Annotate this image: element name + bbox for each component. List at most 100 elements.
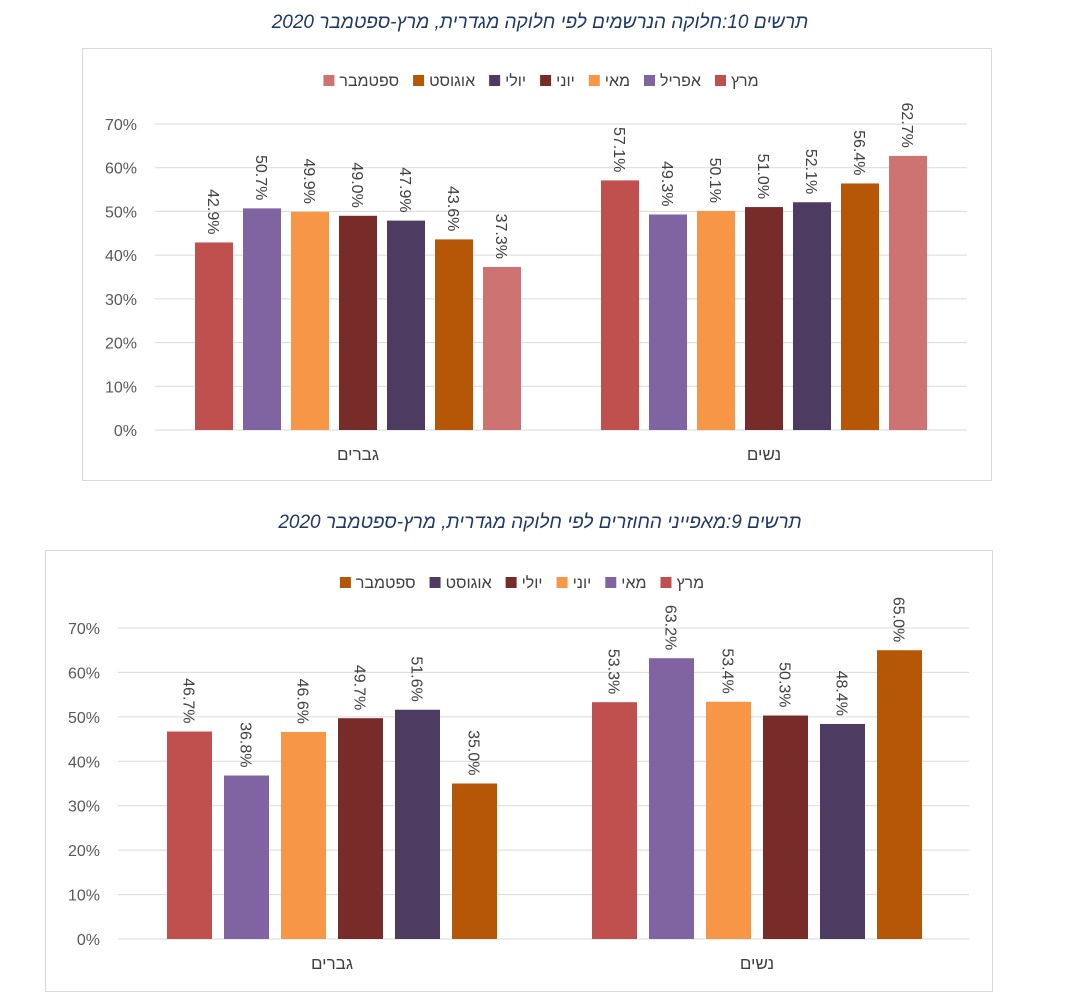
- y-tick-label: 30%: [105, 292, 137, 309]
- legend-item: מאי: [605, 575, 646, 592]
- bar: [387, 220, 425, 430]
- bar: [745, 207, 783, 430]
- legend-item: יולי: [489, 72, 526, 90]
- bar: [243, 208, 281, 430]
- category-label: גברים: [337, 445, 379, 464]
- legend-item: ספטמבר: [339, 575, 416, 592]
- legend-label: ספטמבר: [339, 73, 399, 90]
- legend-item: אוגוסט: [429, 575, 492, 592]
- legend: מרץ מאי יוני יולי אוגוסט ספטמבר: [339, 574, 704, 592]
- data-label: 47.9%: [396, 167, 413, 212]
- legend-item: ספטמבר: [323, 73, 399, 90]
- data-label: 57.1%: [610, 127, 627, 172]
- data-label: 49.7%: [351, 665, 368, 710]
- chart-10-frame: 0% 10% 20% 30% 40% 50% 60% 70% 57.1% 42.9% 49.3% 50…: [82, 48, 992, 481]
- bar: [281, 731, 326, 939]
- legend-label: מרץ: [676, 575, 704, 592]
- legend-swatch: [413, 75, 425, 86]
- y-tick-label: 0%: [114, 423, 137, 440]
- data-label: 51.6%: [408, 656, 425, 701]
- data-label: 51.0%: [754, 154, 771, 199]
- y-tick-label: 60%: [105, 161, 137, 178]
- data-label: 49.3%: [658, 161, 675, 206]
- data-label: 52.1%: [802, 149, 819, 194]
- data-label: 50.3%: [776, 662, 793, 707]
- category-label: גברים: [311, 954, 353, 973]
- y-tick-label: 10%: [105, 379, 137, 396]
- y-tick-label: 40%: [105, 248, 137, 265]
- bar: [820, 723, 865, 939]
- bar: [592, 702, 637, 939]
- data-label: 50.1%: [706, 158, 723, 203]
- bar: [224, 775, 269, 939]
- legend-label: אפריל: [660, 72, 701, 90]
- legend-item: אפריל: [643, 72, 701, 90]
- chart-9-title: תרשים 9:מאפייני החוזרים לפי חלוקה מגדרית…: [278, 512, 802, 533]
- y-tick-label: 50%: [68, 710, 100, 727]
- data-label: 49.9%: [300, 158, 317, 203]
- y-tick-label: 30%: [68, 799, 100, 816]
- legend-label: מרץ: [731, 73, 759, 90]
- chart-9-svg: 0% 10% 20% 30% 40% 50% 60% 70% 53.3% 46.7% 63.2% 36…: [68, 574, 969, 973]
- bar: [291, 211, 329, 430]
- legend-swatch: [556, 577, 568, 588]
- legend-item: יוני: [556, 575, 592, 592]
- legend-swatch: [540, 75, 552, 86]
- data-label: 35.0%: [465, 730, 482, 775]
- bar: [889, 155, 927, 430]
- y-tick-label: 70%: [105, 117, 137, 134]
- legend-swatch: [489, 75, 501, 86]
- legend-label: מאי: [621, 575, 646, 592]
- bar: [167, 731, 212, 939]
- legend-label: יוני: [556, 73, 575, 90]
- bar: [395, 709, 440, 939]
- legend-swatch: [505, 577, 517, 588]
- legend-swatch: [339, 577, 351, 588]
- data-label: 63.2%: [662, 605, 679, 650]
- data-label: 49.0%: [348, 162, 365, 207]
- bar: [339, 215, 377, 430]
- y-tick-label: 70%: [68, 621, 100, 638]
- y-tick-label: 50%: [105, 204, 137, 221]
- legend-item: מרץ: [714, 73, 759, 90]
- legend-label: יולי: [505, 72, 526, 90]
- y-tick-label: 0%: [77, 932, 100, 949]
- data-label: 43.6%: [444, 186, 461, 231]
- bar: [338, 718, 383, 939]
- legend-swatch: [588, 75, 600, 86]
- bar: [649, 658, 694, 939]
- data-label: 48.4%: [833, 671, 850, 716]
- category-label: נשים: [747, 445, 781, 464]
- legend-item: יוני: [540, 73, 575, 90]
- bar: [452, 783, 497, 939]
- legend-label: אוגוסט: [429, 73, 475, 90]
- bar: [763, 715, 808, 939]
- chart-10-svg: 0% 10% 20% 30% 40% 50% 60% 70% 57.1% 42.9% 49.3% 50…: [105, 72, 967, 464]
- category-label: נשים: [740, 954, 774, 973]
- data-label: 53.3%: [605, 649, 622, 694]
- y-tick-label: 40%: [68, 754, 100, 771]
- data-label: 46.7%: [180, 678, 197, 723]
- bar: [483, 266, 521, 430]
- legend-label: אוגוסט: [446, 575, 492, 592]
- legend-item: יולי: [505, 574, 543, 592]
- bar: [601, 180, 639, 430]
- data-label: 36.8%: [237, 722, 254, 767]
- data-label: 65.0%: [890, 597, 907, 642]
- data-label: 42.9%: [204, 189, 221, 234]
- data-label: 62.7%: [898, 103, 915, 148]
- bar: [195, 242, 233, 430]
- legend-item: מרץ: [660, 575, 704, 592]
- legend-label: יוני: [573, 575, 592, 592]
- legend-swatch: [429, 577, 441, 588]
- legend: מרץ אפריל מאי יוני יולי אוגוסט ספטמבר: [323, 72, 759, 90]
- y-tick-label: 10%: [68, 888, 100, 905]
- legend-item: אוגוסט: [413, 73, 475, 90]
- bar: [841, 183, 879, 430]
- y-tick-label: 60%: [68, 665, 100, 682]
- bar: [649, 214, 687, 430]
- y-tick-label: 20%: [105, 336, 137, 353]
- y-tick-label: 20%: [68, 843, 100, 860]
- bar: [435, 239, 473, 430]
- bar: [697, 210, 735, 430]
